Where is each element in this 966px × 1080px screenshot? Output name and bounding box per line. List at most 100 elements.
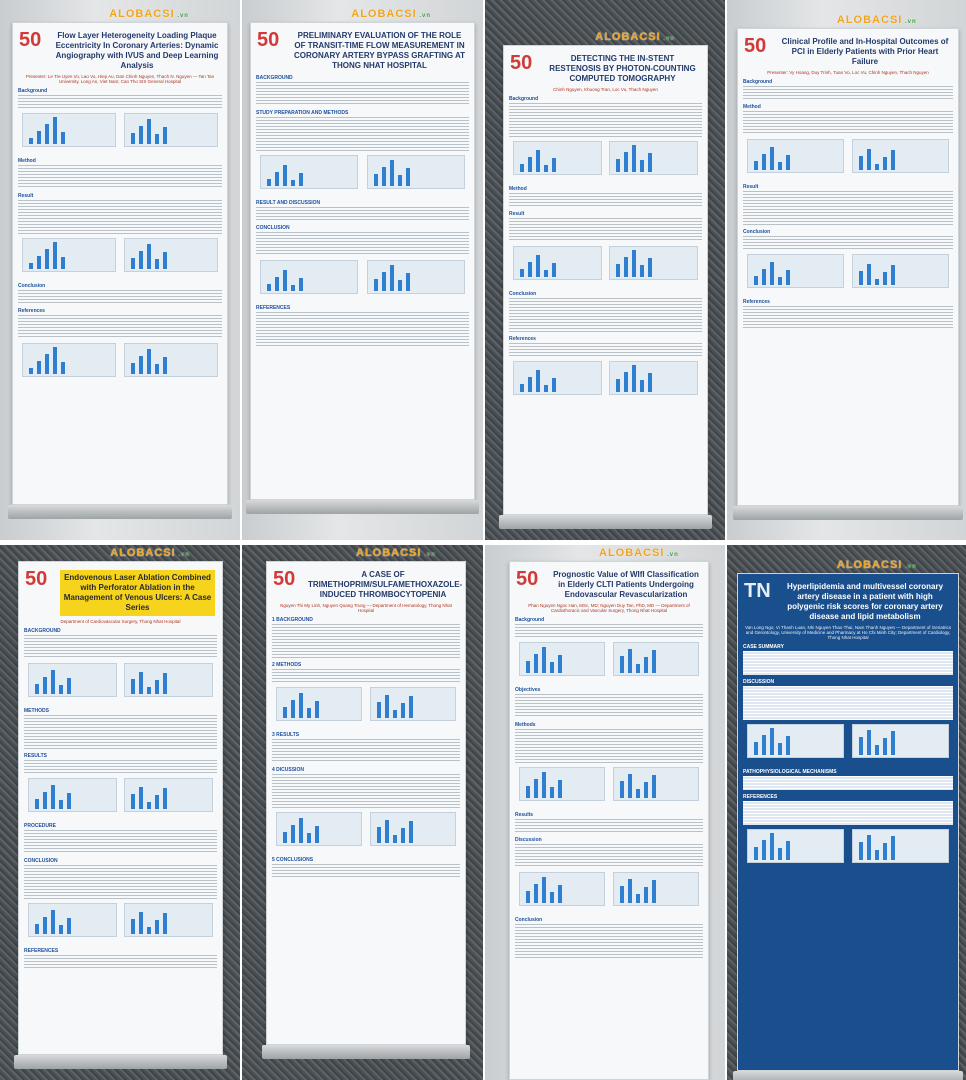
figure-placeholder xyxy=(27,778,117,812)
figure-bar xyxy=(139,787,144,809)
figure-bar xyxy=(139,356,144,374)
figure-bar xyxy=(519,269,524,277)
figure-bar xyxy=(619,886,624,903)
section-heading: Background xyxy=(743,79,773,85)
figure-bar xyxy=(58,925,63,934)
section-heading: Method xyxy=(18,158,36,164)
figure-bar xyxy=(616,159,621,172)
figure-bar xyxy=(400,828,405,843)
figure-bar xyxy=(627,774,632,798)
figure-bar xyxy=(155,680,160,694)
figure-bar xyxy=(58,685,63,694)
figure-bar xyxy=(66,793,71,809)
figure-bar xyxy=(131,794,136,809)
figure-placeholder xyxy=(747,829,844,863)
figure-bar xyxy=(535,255,540,277)
section-text-block xyxy=(24,760,217,774)
figure-bar xyxy=(155,795,160,809)
figure-bar xyxy=(616,379,621,392)
poster: 50 Endovenous Laser Ablation Combined wit… xyxy=(18,561,223,1055)
figure-bar xyxy=(282,707,287,718)
figure-bar xyxy=(29,263,34,269)
figure-bar xyxy=(883,272,888,285)
section-heading: BACKGROUND xyxy=(256,75,293,81)
figure-bar xyxy=(635,789,640,798)
figure-bar xyxy=(282,832,287,843)
section-heading: Background xyxy=(509,96,539,102)
figure-bar xyxy=(549,892,554,903)
section-text-block xyxy=(256,207,469,221)
figure-bar xyxy=(267,284,272,291)
figure-bar xyxy=(867,835,872,860)
section-heading: REFERENCES xyxy=(24,948,59,954)
figure-bar xyxy=(883,738,888,755)
section-text-block xyxy=(24,830,217,854)
poster-title: Flow Layer Heterogeneity Loading Plaque … xyxy=(55,31,219,70)
poster-title: Endovenous Laser Ablation Combined with … xyxy=(60,570,215,616)
figure-bar xyxy=(533,654,538,673)
figure-bar xyxy=(640,380,645,392)
section-text-block xyxy=(24,635,217,659)
section-text-block xyxy=(272,624,460,658)
figure-bar xyxy=(381,272,386,291)
figure-bar xyxy=(627,879,632,903)
figure-placeholder xyxy=(747,139,844,173)
figure-bar xyxy=(45,354,50,374)
figure-bar xyxy=(770,833,775,860)
figure-bar xyxy=(283,165,288,186)
section-text-block xyxy=(509,343,702,357)
figure-bar xyxy=(37,361,42,374)
figure-bar xyxy=(53,242,58,269)
poster-authors: Presenter: Vy Hoang, Duy Trinh, Tuan Vo,… xyxy=(767,70,929,75)
figure-bar xyxy=(306,708,311,718)
watermark-logo: ALOBACSI .vn xyxy=(599,547,679,559)
figure-bar xyxy=(392,710,397,718)
figure-bar xyxy=(163,357,168,374)
figure-placeholder xyxy=(747,724,844,758)
figure-bar xyxy=(778,743,783,755)
figure-bar xyxy=(298,693,303,718)
figure-bar xyxy=(643,782,648,798)
section-text-block xyxy=(515,844,703,868)
figure-bar xyxy=(408,821,413,843)
figure-bar xyxy=(376,702,381,718)
figure-bar xyxy=(131,133,136,144)
section-text-block xyxy=(743,86,953,100)
figure-placeholder xyxy=(124,343,218,377)
poster-photo: 50 DETECTING THE IN-STENT RESTENOSIS BY P… xyxy=(485,0,725,540)
figure-bar xyxy=(155,259,160,269)
section-heading: 2 METHODS xyxy=(272,662,302,668)
figure-bar xyxy=(527,262,532,277)
figure-bar xyxy=(786,155,791,170)
anniversary-badge: 50 xyxy=(257,29,280,51)
figure-bar xyxy=(770,728,775,755)
figure-bar xyxy=(29,138,34,144)
watermark-logo: ALOBACSI .vn xyxy=(110,547,191,559)
figure-placeholder xyxy=(27,663,117,697)
section-text-block xyxy=(515,624,703,638)
figure-bar xyxy=(525,661,530,673)
figure-placeholder xyxy=(260,260,359,294)
figure-bar xyxy=(384,695,389,718)
figure-bar xyxy=(66,678,71,694)
figure-bar xyxy=(397,175,402,186)
section-text-block xyxy=(272,669,460,683)
poster-stand-base xyxy=(733,506,963,520)
section-text-block xyxy=(256,312,469,346)
figure-bar xyxy=(762,735,767,755)
figure-bar xyxy=(624,152,629,172)
figure-bar xyxy=(389,160,394,186)
figure-bar xyxy=(891,731,896,755)
section-heading: CONCLUSION xyxy=(256,225,290,231)
figure-bar xyxy=(891,265,896,285)
section-heading: Method xyxy=(509,186,527,192)
anniversary-badge: 50 xyxy=(25,568,48,590)
figure-bar xyxy=(651,650,656,673)
figure-bar xyxy=(875,164,880,170)
section-heading: 3 RESULTS xyxy=(272,732,300,738)
figure-bar xyxy=(381,167,386,186)
figure-bar xyxy=(298,818,303,843)
figure-placeholder xyxy=(22,343,116,377)
poster-authors: Department of Cardiovascular Surgery, Th… xyxy=(60,619,181,624)
